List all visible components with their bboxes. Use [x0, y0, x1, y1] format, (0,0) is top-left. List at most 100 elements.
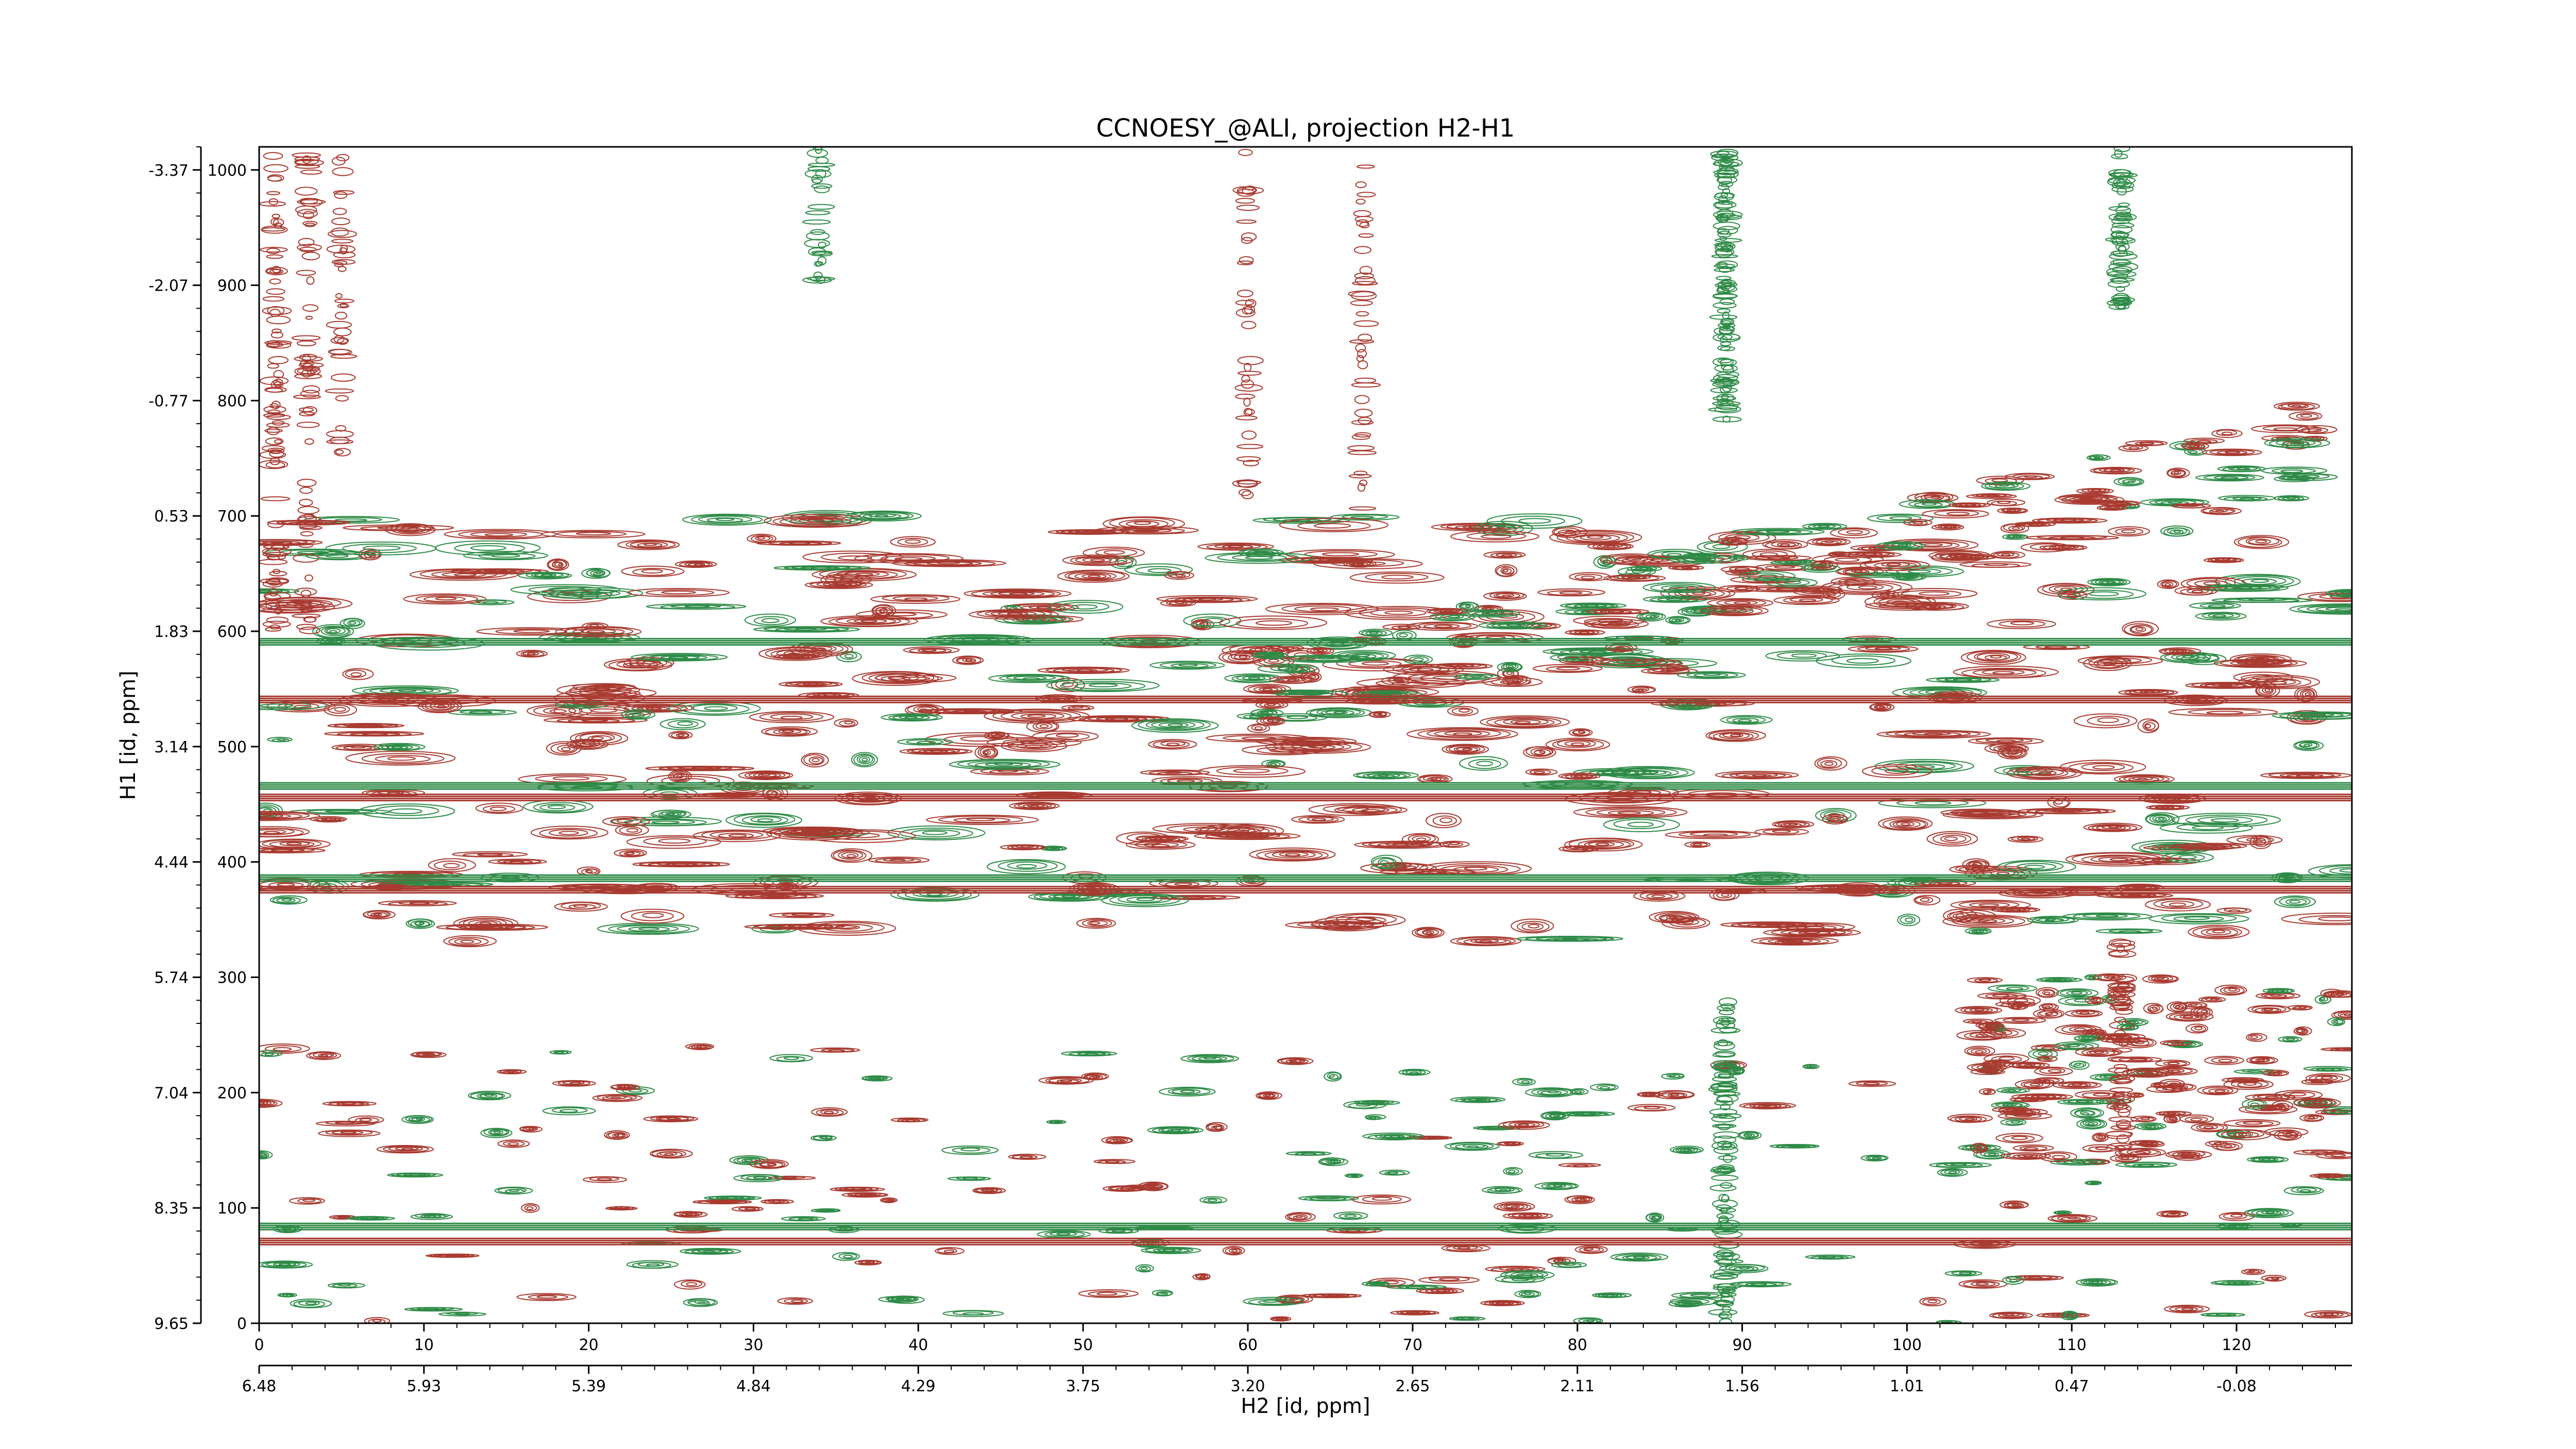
contour-peak: [1379, 1169, 1410, 1176]
contour-line: [1088, 575, 1101, 578]
contour-line: [1333, 711, 1346, 714]
contour-line: [1286, 715, 1309, 719]
contour-line: [1445, 744, 1485, 754]
contour-line: [1361, 661, 1389, 666]
contour-line: [871, 604, 896, 617]
contour-line: [2224, 451, 2241, 454]
contour-peak: [2025, 535, 2119, 541]
contour-peak: [1197, 542, 1275, 551]
contour-line: [2059, 760, 2146, 774]
contour-peak: [342, 668, 374, 680]
contour-line: [549, 829, 588, 837]
contour-line: [1507, 665, 1514, 668]
contour-peak: [1324, 1071, 1342, 1082]
contour-peak: [1009, 801, 1060, 810]
contour-line: [1996, 871, 2010, 875]
contour-line: [2162, 581, 2174, 587]
contour-line: [643, 836, 707, 846]
contour-line: [327, 723, 404, 729]
contour-line: [2004, 861, 2064, 872]
contour-peak: [2050, 1159, 2106, 1166]
contour-line: [1667, 553, 1682, 557]
contour-line: [992, 709, 1081, 722]
contour-line: [2178, 855, 2197, 860]
contour-line: [2088, 655, 2153, 665]
contour-peak: [2294, 686, 2317, 702]
contour-line: [768, 541, 833, 546]
contour-line: [1089, 683, 1118, 687]
contour-line: [660, 655, 700, 660]
contour-peak: [2007, 766, 2082, 780]
contour-line: [1451, 707, 1473, 715]
contour-peak: [1637, 1091, 1664, 1098]
contour-peak: [2201, 448, 2262, 457]
contour-line: [1323, 923, 1349, 926]
contour-line: [372, 743, 426, 751]
contour-peak: [351, 685, 459, 696]
contour-peak: [610, 1084, 640, 1091]
contour-peak: [1602, 766, 1695, 780]
contour-line: [2280, 469, 2303, 473]
contour-line: [1174, 882, 1193, 886]
contour-line: [1965, 927, 1992, 935]
contour-line: [484, 533, 514, 537]
contour-line: [575, 732, 622, 744]
contour-peak: [378, 900, 457, 906]
contour-line: [1136, 897, 1155, 901]
contour-line: [470, 545, 506, 551]
contour-line: [619, 826, 642, 835]
contour-line: [581, 567, 611, 579]
contour-line: [1285, 921, 1388, 930]
contour-line: [2159, 822, 2253, 834]
contour-line: [1570, 742, 1585, 746]
contour-line: [1953, 665, 2059, 679]
contour-peak: [1965, 493, 2017, 499]
contour-line: [1453, 732, 1472, 736]
contour-peak: [1830, 527, 1878, 538]
contour-line: [892, 559, 1007, 567]
contour-line: [334, 518, 367, 522]
contour-line: [1846, 658, 1879, 664]
contour-line: [1449, 635, 1478, 648]
contour-line: [870, 594, 961, 604]
contour-peak: [2195, 474, 2265, 482]
contour-peak: [2122, 621, 2159, 636]
contour-peak: [259, 588, 300, 594]
contour-line: [1552, 739, 1604, 750]
contour-line: [1734, 567, 1750, 571]
contour-line: [2265, 1211, 2275, 1214]
contour-line: [1147, 568, 1172, 574]
contour-line: [1166, 743, 1180, 746]
contour-line: [1627, 685, 1656, 694]
contour-line: [540, 530, 646, 538]
contour-line: [2195, 612, 2247, 621]
contour-line: [2185, 682, 2269, 689]
contour-line: [428, 858, 476, 872]
contour-line: [858, 756, 871, 763]
contour-line: [2308, 593, 2352, 601]
contour-line: [630, 541, 668, 548]
contour-line: [467, 599, 515, 605]
contour-line: [534, 573, 557, 577]
contour-line: [1838, 528, 1870, 536]
contour-line: [2216, 450, 2248, 455]
contour-peak: [488, 858, 547, 865]
contour-peak: [1000, 844, 1046, 851]
contour-peak: [1351, 1194, 1411, 1205]
contour-line: [1348, 660, 1402, 668]
contour-line: [956, 656, 981, 664]
contour-line: [1101, 893, 1189, 907]
contour-peak: [348, 1115, 384, 1124]
contour-line: [758, 773, 777, 778]
contour-line: [1585, 807, 1677, 817]
contour-line: [641, 569, 664, 574]
contour-line: [414, 921, 430, 927]
contour-peak: [753, 626, 860, 633]
contour-line: [1662, 916, 1710, 930]
contour-peak: [340, 618, 365, 629]
contour-line: [734, 813, 795, 826]
contour-line: [1913, 895, 1941, 906]
contour-line: [1392, 864, 1408, 867]
contour-line: [1972, 668, 2037, 677]
contour-line: [2109, 857, 2129, 862]
